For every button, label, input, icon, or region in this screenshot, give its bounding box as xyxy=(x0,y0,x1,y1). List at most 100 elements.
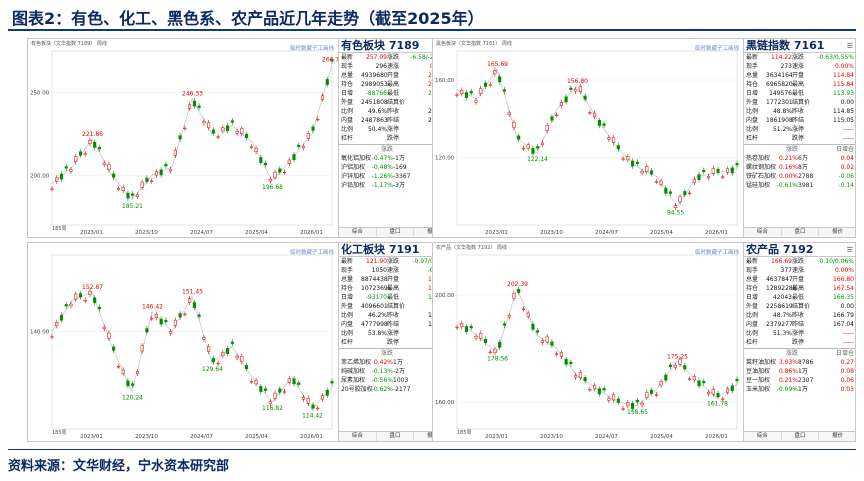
x-tick-label: 2023/01 xyxy=(80,434,103,440)
candle-body xyxy=(216,136,220,138)
tab-1[interactable]: 盘口 xyxy=(377,432,415,441)
candle-body xyxy=(287,378,291,383)
candle-body xyxy=(664,374,668,381)
watch-row[interactable]: 菜籽油加权 3.03% 8786 0.27 xyxy=(744,358,855,367)
watch-row[interactable]: 锰硅加权 -0.61% 3981 -0.14 xyxy=(744,181,855,190)
candle-body xyxy=(593,112,597,117)
watch-name: 豆一加权 xyxy=(746,376,771,384)
tab-0[interactable]: 综合 xyxy=(744,228,782,237)
quote-header: 农产品 7192 ☰ xyxy=(744,243,855,257)
tab-1[interactable]: 盘口 xyxy=(782,432,820,441)
chart-area[interactable]: 200.00 250.00 2023/01 2023/10 2024/07 2025/04… xyxy=(28,39,338,237)
quote-row: 现手 273 速涨 0.00% xyxy=(744,62,855,71)
watch-row[interactable]: 螺纹钢加权 0.16% 8万 0.02 xyxy=(744,163,855,172)
x-tick-label: 2025/04 xyxy=(245,434,268,440)
quote-value: 166.79 xyxy=(833,311,854,319)
chart-area[interactable]: 160.00 200.00 2023/01 2023/10 2024/07 2025/04… xyxy=(433,243,743,441)
chart-area[interactable]: 120.00 160.00 2023/01 2023/10 2024/07 2025/04… xyxy=(433,39,743,237)
watch-header-cell: 日增仓 xyxy=(835,349,854,357)
candle-body xyxy=(268,179,272,182)
tab-2[interactable]: 报价 xyxy=(819,228,855,237)
quote-header: 黑链指数 7161 ☰ xyxy=(744,39,855,53)
candle-body xyxy=(221,352,225,357)
x-tick-label: 2026/01 xyxy=(300,434,323,440)
x-tick-label: 2026/01 xyxy=(300,230,323,236)
watch-row[interactable]: 玉米加权 -0.09% 1万 0.03 xyxy=(744,385,855,394)
candle-body xyxy=(479,88,483,94)
candle-body xyxy=(654,394,658,396)
watch-value: 2788 xyxy=(798,172,814,180)
menu-icon[interactable]: ☰ xyxy=(846,245,853,254)
watch-value: 0.27 xyxy=(840,358,854,366)
quote-value: ----- xyxy=(843,125,854,133)
watch-value: 0.04 xyxy=(840,154,854,162)
tab-0[interactable]: 综合 xyxy=(339,228,377,237)
quote-label: 内盘 xyxy=(746,320,759,328)
watch-row[interactable]: 铁矿石加权 0.00% 2788 -0.06 xyxy=(744,172,855,181)
candle-body xyxy=(631,403,635,409)
quote-label: 昨结 xyxy=(792,320,805,328)
quote-value: 166.80 xyxy=(833,275,854,283)
quote-label: 结算价 xyxy=(792,302,811,310)
plot-frame xyxy=(51,254,333,430)
candle-body xyxy=(159,318,163,325)
candle-body xyxy=(683,365,687,370)
tab-2[interactable]: 报价 xyxy=(819,432,855,441)
watch-row[interactable]: 豆油加权 0.86% 1万 0.08 xyxy=(744,367,855,376)
quote-value: 166.69 xyxy=(771,257,792,265)
watch-value: 0.02 xyxy=(840,163,854,171)
candle-body xyxy=(202,120,206,124)
candle-body xyxy=(216,362,220,365)
quote-label: 外盘 xyxy=(341,302,354,310)
candle-body xyxy=(235,131,239,134)
candle-body xyxy=(197,105,201,108)
data-label: 114.42 xyxy=(302,412,323,419)
data-label: 165.69 xyxy=(487,61,508,68)
source-note: 资料来源：文华财经，宁水资本研究部 xyxy=(8,459,230,474)
candle-body xyxy=(150,180,154,182)
candle-body xyxy=(659,180,663,185)
quote-label: 最低 xyxy=(792,293,805,301)
candle-body xyxy=(474,100,478,103)
watch-name: 菜籽油加权 xyxy=(746,358,777,366)
watch-header-cell: 日增仓 xyxy=(835,145,854,153)
watch-value: -0.61% xyxy=(776,181,798,189)
candle-body xyxy=(74,156,78,163)
candle-body xyxy=(692,376,696,381)
chart-area[interactable]: 140.00 2023/01 2023/10 2024/07 2025/04 2026/0… xyxy=(28,243,338,441)
candle-body xyxy=(683,191,687,196)
x-tick-label: 2025/04 xyxy=(245,230,268,236)
watermark-label: 临时数藏子工画线 xyxy=(289,46,334,52)
candle-body xyxy=(502,89,507,92)
candle-body xyxy=(673,365,677,368)
candle-body xyxy=(164,319,168,323)
x-tick-label: 2023/10 xyxy=(135,230,158,236)
candle-body xyxy=(607,398,611,401)
watch-row[interactable]: 热卷加权 0.21% 6万 0.04 xyxy=(744,154,855,163)
candle-body xyxy=(583,95,587,100)
candle-body xyxy=(135,194,139,197)
candle-body xyxy=(282,391,287,393)
quote-value: 2258619 xyxy=(766,302,793,310)
candle-body xyxy=(320,95,325,100)
quote-value: 4777998 xyxy=(361,320,388,328)
quote-label: 最新 xyxy=(746,257,759,265)
watch-row[interactable]: 豆一加权 0.21% 2307 0.06 xyxy=(744,376,855,385)
x-tick-label: 2023/01 xyxy=(80,230,103,236)
candle-body xyxy=(536,330,540,333)
tab-0[interactable]: 综合 xyxy=(339,432,377,441)
candle-body xyxy=(545,125,549,131)
candle-body xyxy=(555,114,559,117)
tab-1[interactable]: 盘口 xyxy=(377,228,415,237)
quote-row: 日增 149576 最低 113.93 xyxy=(744,89,855,98)
quote-value: 166.35 xyxy=(833,293,854,301)
candle-body xyxy=(116,366,120,368)
quote-label: 最低 xyxy=(792,89,805,97)
quote-value: 3634164 xyxy=(766,71,793,79)
watch-header-cell: 涨跌 xyxy=(785,145,798,153)
tab-0[interactable]: 综合 xyxy=(744,432,782,441)
candle-body xyxy=(169,169,173,172)
tab-1[interactable]: 盘口 xyxy=(782,228,820,237)
watch-value: 0.21% xyxy=(778,376,798,384)
menu-icon[interactable]: ☰ xyxy=(846,41,853,50)
